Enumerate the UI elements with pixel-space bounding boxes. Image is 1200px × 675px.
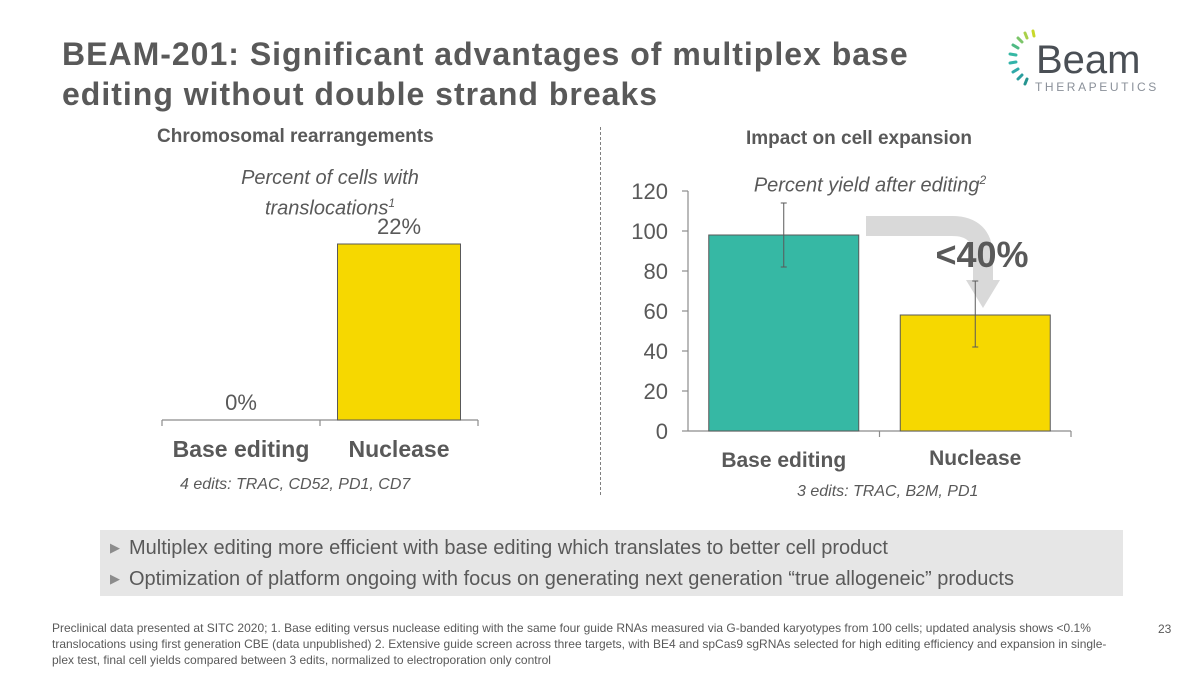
- slide-title: BEAM-201: Significant advantages of mult…: [62, 36, 909, 112]
- left-subtitle-footnote-ref: 1: [388, 196, 396, 210]
- right-y-tick-label: 120: [631, 179, 668, 204]
- bullet-2: ▶ Optimization of platform ongoing with f…: [110, 568, 1014, 591]
- bullet-1: ▶ Multiplex editing more efficient with b…: [110, 537, 888, 560]
- right-y-tick-label: 60: [644, 299, 668, 324]
- left-edits-note: 4 edits: TRAC, CD52, PD1, CD7: [180, 476, 411, 493]
- sunburst-icon: [1008, 29, 1036, 86]
- bullet-1-text: Multiplex editing more efficient with ba…: [129, 537, 888, 559]
- right-edits-note: 3 edits: TRAC, B2M, PD1: [797, 483, 979, 500]
- right-category-label: Base editing: [721, 449, 846, 472]
- left-category-label: Base editing: [173, 436, 310, 462]
- callout-arrow-head: [966, 280, 1000, 308]
- right-category-label: Nuclease: [929, 447, 1021, 470]
- right-y-tick-label: 80: [644, 259, 668, 284]
- left-category-label: Nuclease: [348, 436, 449, 462]
- page-number: 23: [1158, 622, 1172, 636]
- footnote: Preclinical data presented at SITC 2020;…: [52, 621, 1107, 667]
- left-chart: 0% Base editing 22% Nuclease: [161, 214, 479, 462]
- panel-divider: [600, 127, 601, 495]
- logo-wordmark: Beam: [1036, 38, 1141, 82]
- left-chart-subtitle: Percent of cells with translocations1: [200, 166, 460, 222]
- right-y-tick-label: 40: [644, 339, 668, 364]
- bullet-arrow-icon: ▶: [110, 571, 120, 586]
- key-takeaways-box: ▶ Multiplex editing more efficient with b…: [100, 530, 1123, 596]
- left-section-title: Chromosomal rearrangements: [157, 126, 434, 147]
- logo-subtitle: THERAPEUTICS: [1035, 80, 1159, 94]
- right-chart: 0 20 40 60 80 100 120 Base editing Nuclease <40%: [631, 179, 1072, 472]
- left-bar-nuclease: [337, 243, 461, 421]
- reduction-callout-label: <40%: [935, 234, 1028, 275]
- right-y-tick-label: 100: [631, 219, 668, 244]
- right-y-tick-label: 0: [656, 419, 668, 444]
- right-y-tick-label: 20: [644, 379, 668, 404]
- right-subtitle-text: Percent yield after editing: [753, 174, 980, 197]
- beam-logo: Beam THERAPEUTICS: [1003, 25, 1156, 100]
- left-subtitle-text: Percent of cells with translocations: [241, 167, 419, 220]
- bullet-arrow-icon: ▶: [110, 540, 120, 555]
- right-chart-subtitle: Percent yield after editing2: [730, 168, 1010, 199]
- right-subtitle-footnote-ref: 2: [979, 173, 987, 187]
- left-data-label: 22%: [377, 214, 421, 239]
- right-section-title: Impact on cell expansion: [746, 128, 972, 149]
- bullet-2-text: Optimization of platform ongoing with fo…: [129, 568, 1014, 590]
- right-bar-base-editing: [708, 234, 860, 432]
- left-data-label: 0%: [225, 390, 257, 415]
- callout-arrow-shaft: [866, 216, 993, 280]
